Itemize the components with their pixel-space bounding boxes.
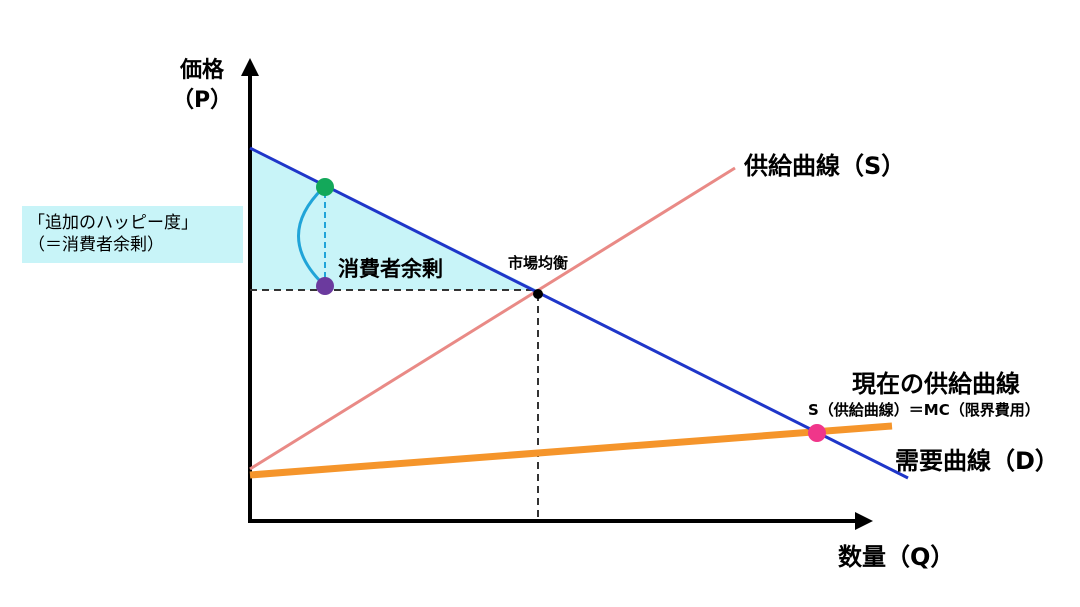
supply-curve-label: 供給曲線（S） [744, 152, 906, 180]
surplus-arc-marker [297, 186, 325, 286]
purple-point [316, 277, 334, 295]
green-point [316, 178, 334, 196]
current-supply-label: 現在の供給曲線 [852, 370, 1020, 398]
x-axis-arrowhead [855, 512, 873, 530]
callout-line2: （＝消費者余剰） [28, 235, 164, 255]
demand-curve-label: 需要曲線（D） [895, 447, 1059, 475]
equilibrium-label: 市場均衡 [508, 254, 569, 272]
y-axis-title-line1: 価格 [180, 58, 225, 83]
happiness-callout: 「追加のハッピー度」 （＝消費者余剰） [22, 206, 243, 263]
y-axis-title-line2: （P） [172, 88, 233, 113]
x-axis-title: 数量（Q） [838, 543, 955, 571]
current-supply-line [249, 422, 893, 479]
demand-line [249, 146, 909, 480]
callout-line1: 「追加のハッピー度」 [28, 213, 198, 233]
consumer-surplus-label: 消費者余剰 [338, 257, 443, 281]
supply-line [249, 166, 736, 471]
equilibrium-point [533, 289, 543, 299]
pink-point [808, 424, 826, 442]
y-axis-arrowhead [241, 58, 259, 76]
current-supply-note: S（供給曲線）＝MC（限界費用） [808, 401, 1040, 419]
y-axis-title: 価格 （P） [172, 56, 232, 116]
